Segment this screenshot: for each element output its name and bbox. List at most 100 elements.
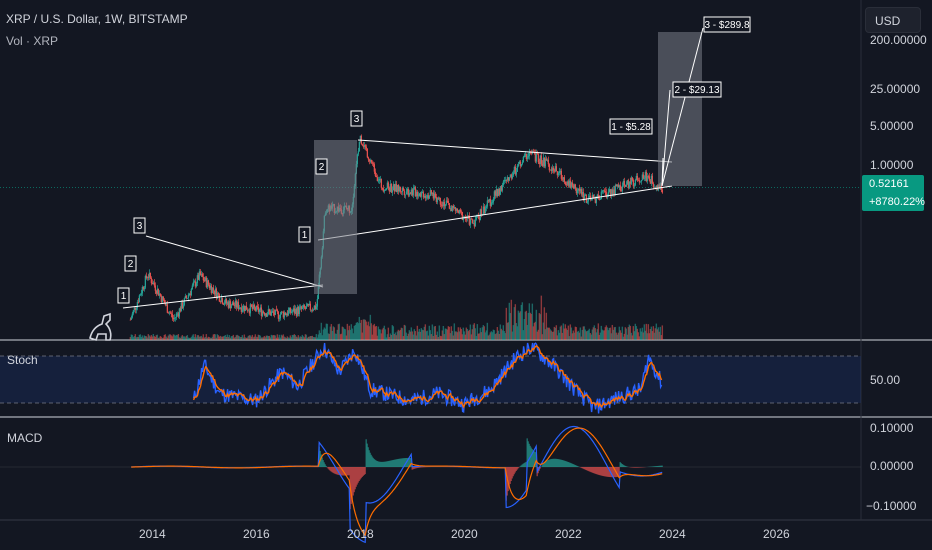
volume-bar bbox=[180, 336, 183, 340]
volume-bar bbox=[174, 335, 177, 340]
macd-histogram-bar bbox=[387, 461, 389, 467]
volume-bar bbox=[249, 335, 252, 340]
volume-bar bbox=[187, 337, 190, 340]
macd-histogram-bar bbox=[382, 461, 384, 467]
volume-bar bbox=[291, 334, 294, 340]
candle bbox=[660, 183, 662, 191]
macd-histogram-bar bbox=[534, 451, 536, 467]
volume-bar bbox=[133, 336, 136, 340]
volume-bar bbox=[323, 327, 326, 340]
volume-bar bbox=[252, 337, 255, 340]
candle bbox=[316, 299, 318, 307]
volume-bar bbox=[289, 335, 292, 340]
volume-bar bbox=[455, 331, 458, 340]
candle bbox=[135, 307, 137, 310]
candle bbox=[446, 200, 448, 202]
wave-label-box bbox=[609, 118, 653, 135]
volume-bar bbox=[396, 331, 399, 340]
wave-label: 3 - $289.8 bbox=[703, 16, 751, 33]
volume-bar bbox=[555, 325, 558, 340]
macd-histogram-bar bbox=[620, 463, 622, 467]
macd-histogram-bar bbox=[619, 462, 621, 467]
volume-bar bbox=[168, 334, 171, 340]
candle bbox=[132, 310, 134, 314]
candle bbox=[553, 170, 555, 172]
candle bbox=[231, 302, 233, 306]
macd-histogram-bar bbox=[524, 462, 526, 467]
volume-bar bbox=[170, 335, 173, 340]
volume-bar bbox=[178, 337, 181, 340]
volume-bar bbox=[532, 326, 535, 340]
candle bbox=[188, 293, 190, 295]
volume-bar bbox=[395, 335, 398, 340]
volume-bar bbox=[411, 331, 414, 340]
macd-histogram-bar bbox=[599, 467, 601, 476]
candle bbox=[483, 206, 485, 214]
macd-histogram-bar bbox=[635, 467, 637, 468]
candle bbox=[474, 219, 476, 227]
macd-histogram-bar bbox=[332, 467, 334, 473]
volume-bar bbox=[450, 326, 453, 340]
candle bbox=[365, 146, 367, 149]
candle bbox=[653, 187, 655, 188]
volume-bar bbox=[486, 322, 489, 340]
wave-label: 1 bbox=[117, 287, 130, 304]
volume-bar bbox=[262, 337, 265, 340]
candle bbox=[250, 304, 252, 307]
candle bbox=[502, 181, 504, 186]
candle bbox=[576, 190, 578, 194]
stoch-tick-label: 50.00 bbox=[870, 373, 900, 387]
macd-histogram-bar bbox=[415, 467, 417, 469]
macd-histogram-bar bbox=[411, 467, 413, 470]
candle bbox=[172, 317, 174, 320]
candle bbox=[495, 189, 497, 196]
volume-bar bbox=[386, 334, 389, 340]
candle bbox=[601, 191, 603, 193]
volume-bar bbox=[294, 334, 297, 340]
volume-bar bbox=[283, 336, 286, 340]
volume-bar bbox=[318, 330, 321, 340]
volume-bar bbox=[268, 335, 271, 340]
volume-bar bbox=[138, 334, 141, 340]
macd-histogram-bar bbox=[657, 465, 659, 467]
candle bbox=[472, 223, 474, 225]
candle bbox=[432, 192, 434, 199]
volume-bar bbox=[610, 333, 613, 340]
candle bbox=[591, 195, 593, 199]
volume-bar bbox=[250, 336, 253, 340]
macd-histogram-bar bbox=[341, 467, 343, 476]
candle bbox=[259, 307, 261, 310]
candle bbox=[153, 282, 155, 286]
candle bbox=[312, 309, 314, 311]
candle bbox=[225, 298, 227, 304]
candle bbox=[277, 311, 279, 319]
volume-bar bbox=[226, 334, 229, 340]
volume-bar bbox=[317, 334, 320, 340]
candle bbox=[413, 187, 415, 189]
candle bbox=[423, 195, 425, 198]
volume-bar bbox=[569, 324, 572, 340]
candle bbox=[241, 309, 243, 312]
candle bbox=[373, 164, 375, 172]
candle bbox=[314, 305, 316, 309]
candle bbox=[448, 203, 450, 209]
volume-bar bbox=[607, 330, 610, 340]
macd-histogram-bar bbox=[385, 461, 387, 467]
macd-histogram-bar bbox=[367, 447, 369, 467]
candle bbox=[430, 190, 432, 194]
volume-bar bbox=[423, 326, 426, 340]
candle bbox=[279, 314, 281, 319]
candle bbox=[206, 280, 208, 288]
macd-line bbox=[131, 425, 663, 544]
volume-bar bbox=[201, 337, 204, 340]
volume-bar bbox=[403, 324, 406, 340]
candle bbox=[535, 152, 537, 162]
candle bbox=[549, 169, 551, 171]
macd-histogram-bar bbox=[338, 467, 340, 476]
candle bbox=[539, 155, 541, 164]
volume-bar bbox=[623, 333, 626, 340]
currency-button[interactable]: USD bbox=[865, 7, 921, 33]
candle bbox=[160, 295, 162, 303]
macd-histogram-bar bbox=[419, 467, 421, 468]
volume-bar bbox=[326, 323, 329, 340]
